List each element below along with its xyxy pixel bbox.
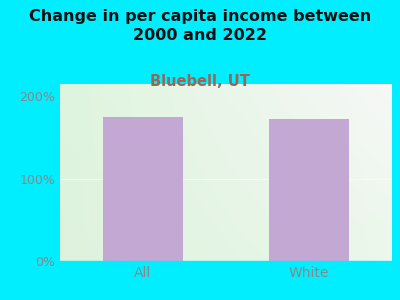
Bar — [103, 117, 183, 261]
Bar — [269, 119, 349, 261]
Text: Change in per capita income between
2000 and 2022: Change in per capita income between 2000… — [29, 9, 371, 43]
Text: Bluebell, UT: Bluebell, UT — [150, 74, 250, 88]
